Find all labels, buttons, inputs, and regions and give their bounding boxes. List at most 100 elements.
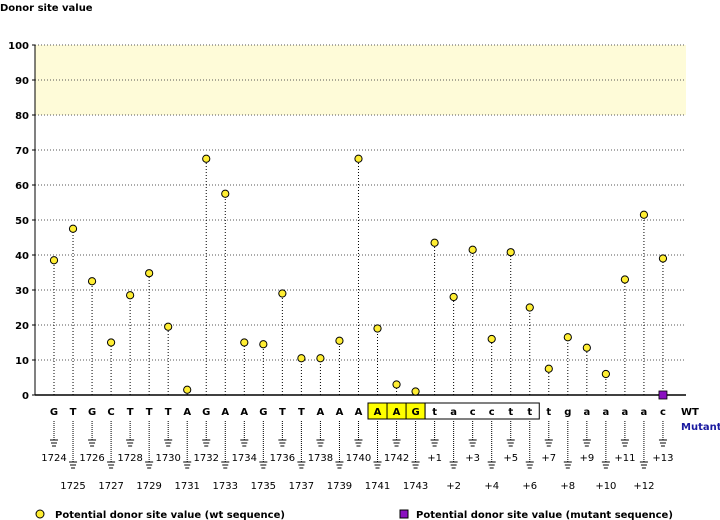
sequence-base: T — [127, 407, 134, 418]
sequence-base: t — [527, 407, 532, 418]
y-tick-label: 30 — [15, 286, 29, 297]
y-tick-label: 50 — [15, 216, 29, 227]
sequence-base: G — [88, 407, 96, 418]
wt-value-marker — [620, 275, 630, 284]
position-label: +1 — [427, 453, 442, 464]
sequence-base: A — [221, 407, 229, 418]
sequence-base: T — [165, 407, 172, 418]
y-tick-label: 60 — [15, 181, 29, 192]
wt-value-marker — [525, 303, 534, 312]
position-label: 1732 — [194, 453, 219, 464]
wt-value-marker — [183, 385, 192, 394]
wt-row-label: WT — [681, 407, 699, 418]
sequence-base: c — [489, 407, 495, 418]
position-label: +9 — [579, 453, 594, 464]
position-label: 1726 — [79, 453, 104, 464]
sequence-base: t — [546, 407, 551, 418]
sequence-base: a — [450, 407, 457, 418]
sequence-base: A — [355, 407, 363, 418]
legend-wt-label: Potential donor site value (wt sequence) — [55, 510, 285, 520]
sequence-base: T — [298, 407, 305, 418]
sequence-base: T — [70, 407, 77, 418]
position-label: 1733 — [213, 481, 238, 492]
sequence-base: A — [374, 407, 382, 418]
sequence-base: T — [279, 407, 286, 418]
sequence-base: t — [432, 407, 437, 418]
wt-value-marker — [544, 364, 553, 373]
position-label: 1725 — [60, 481, 85, 492]
position-label: +2 — [446, 481, 461, 492]
position-label: 1727 — [98, 481, 123, 492]
sequence-base: A — [183, 407, 191, 418]
wt-value-marker — [582, 343, 591, 352]
position-label: +4 — [484, 481, 499, 492]
intron-start-box — [424, 402, 540, 420]
y-tick-label: 90 — [15, 76, 29, 87]
wt-value-marker — [601, 369, 610, 379]
wt-value-marker — [164, 322, 173, 331]
wt-value-marker — [468, 245, 477, 254]
position-label: +3 — [465, 453, 480, 464]
sequence-base: a — [583, 407, 590, 418]
wt-value-marker — [278, 289, 287, 298]
position-label: +8 — [560, 481, 575, 492]
position-label: 1730 — [155, 453, 180, 464]
wt-value-marker — [487, 334, 496, 344]
wt-value-marker — [221, 189, 230, 198]
legend-wt-marker — [35, 509, 45, 519]
sequence-base: G — [50, 407, 58, 418]
mutant-row-label: Mutant — [681, 422, 720, 433]
wt-value-marker — [506, 248, 515, 257]
wt-value-marker — [335, 336, 344, 345]
wt-value-marker — [202, 154, 211, 163]
legend-mutant-marker — [399, 509, 409, 519]
wt-value-marker — [106, 338, 116, 347]
wt-value-marker — [126, 291, 135, 300]
wt-value-marker — [68, 224, 78, 233]
grid-layer — [35, 44, 686, 361]
position-label: 1738 — [308, 453, 333, 464]
y-tick-label: 40 — [15, 251, 29, 262]
position-label: 1741 — [365, 481, 390, 492]
sequence-base: A — [393, 407, 401, 418]
sequence-base: A — [317, 407, 325, 418]
sequence-base: G — [259, 407, 267, 418]
sequence-base: G — [202, 407, 210, 418]
y-tick-label: 100 — [8, 41, 29, 52]
wt-value-marker — [297, 354, 306, 363]
highlight-band — [35, 45, 686, 115]
wt-value-marker — [87, 277, 97, 286]
wt-value-marker — [392, 380, 401, 389]
position-label: +11 — [614, 453, 635, 464]
legend-mutant-label: Potential donor site value (mutant seque… — [416, 510, 673, 520]
y-axis-label: Donor site value — [0, 3, 93, 14]
sequence-base: g — [564, 407, 571, 418]
position-label: 1740 — [346, 453, 371, 464]
sequence-base: a — [602, 407, 609, 418]
position-label: 1736 — [270, 453, 295, 464]
wt-value-marker — [563, 333, 572, 342]
y-tick-label: 10 — [15, 356, 29, 367]
wt-value-marker — [411, 387, 420, 396]
wt-value-marker — [49, 256, 59, 265]
position-label: +12 — [633, 481, 654, 492]
wt-value-marker — [145, 269, 154, 278]
sequence-base: C — [107, 407, 114, 418]
wt-value-marker — [658, 254, 668, 263]
position-label: 1742 — [384, 453, 409, 464]
position-label: 1734 — [232, 453, 257, 464]
y-tick-label: 20 — [15, 321, 29, 332]
sequence-base: t — [508, 407, 513, 418]
y-tick-label: 70 — [15, 146, 29, 157]
sequence-base: a — [622, 407, 629, 418]
position-label: +7 — [541, 453, 556, 464]
y-tick-label: 0 — [22, 391, 29, 402]
highlight-band-layer — [35, 45, 686, 115]
position-label: +13 — [652, 453, 673, 464]
sequence-base: A — [336, 407, 344, 418]
position-layer: 1724 1725 1726 1727 1728 1729 1730 1731 1732 1733… — [41, 421, 674, 492]
axis-layer: 0 10 20 30 40 50 60 70 80 90 100 — [8, 41, 686, 402]
sequence-base: a — [641, 407, 648, 418]
wt-value-marker — [316, 354, 325, 363]
